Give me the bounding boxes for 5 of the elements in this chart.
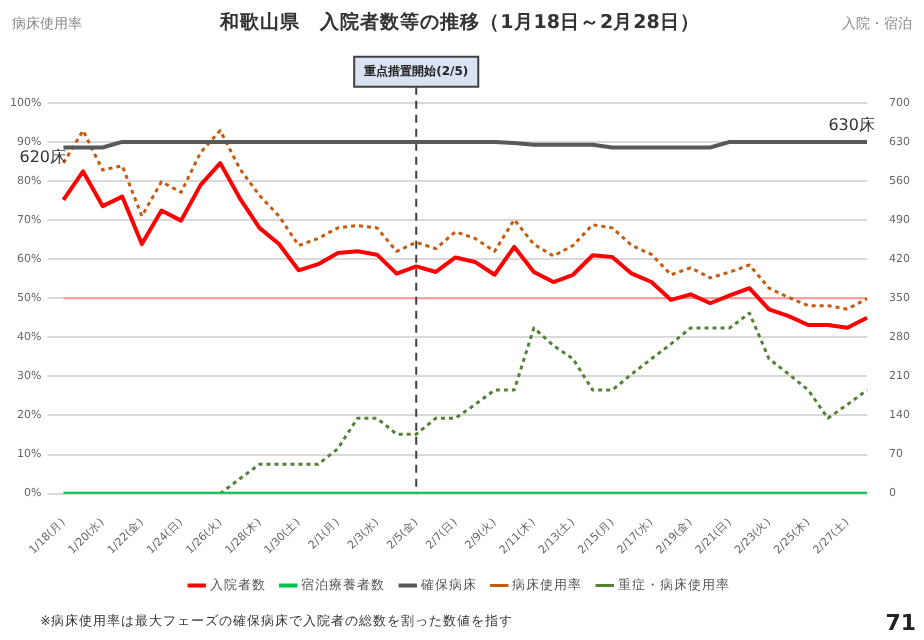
annotation: 630床 — [828, 116, 875, 135]
annotation: 620床 — [19, 147, 67, 166]
text: 71 — [885, 609, 916, 636]
line-series — [218, 311, 869, 494]
chart-title: 和歌山県 入院者数等の推移（1月18日～2月28日） — [218, 10, 700, 35]
